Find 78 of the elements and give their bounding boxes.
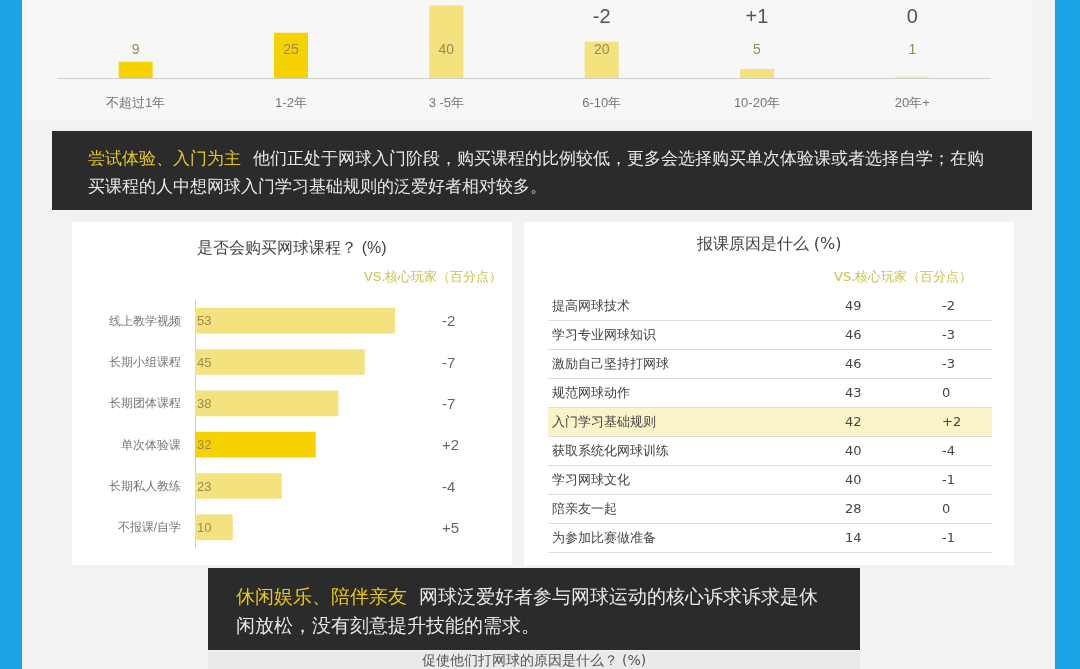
data-label: 20 xyxy=(593,41,610,57)
text: VS.核心玩家（百分点） xyxy=(364,269,503,284)
text: -7 xyxy=(442,353,456,371)
x-tick-label: 10-20年 xyxy=(733,95,781,110)
category-label: 规范网球动作 xyxy=(552,384,630,402)
bar xyxy=(195,390,339,417)
bar xyxy=(429,5,464,78)
text: +5 xyxy=(442,518,460,536)
bar xyxy=(195,307,395,334)
y-tick-label: 不报课/自学 xyxy=(117,520,181,535)
data-label: 32 xyxy=(197,437,212,453)
bar xyxy=(584,41,619,78)
data-label: 42 xyxy=(845,413,862,431)
text: 报课原因是什么 (%) xyxy=(695,234,843,255)
x-tick-label: 20年+ xyxy=(894,95,930,110)
data-label: 1 xyxy=(908,41,917,57)
bar xyxy=(195,431,316,458)
data-label: 43 xyxy=(845,384,862,402)
category-label: 为参加比赛做准备 xyxy=(552,529,656,547)
bar xyxy=(195,514,233,541)
data-label: 23 xyxy=(197,478,212,494)
y-tick-label: 单次体验课 xyxy=(121,437,181,452)
category-label: 陪亲友一起 xyxy=(552,500,617,518)
annotation: -2 xyxy=(592,5,611,27)
x-tick-label: 1-2年 xyxy=(275,95,307,110)
category-label: 激励自己坚持打网球 xyxy=(552,355,669,373)
bar xyxy=(740,68,774,78)
data-label: 40 xyxy=(845,471,862,489)
x-tick-label: 3 -5年 xyxy=(428,95,465,110)
data-label: 10 xyxy=(197,519,212,535)
bar xyxy=(118,61,153,78)
annotation: +1 xyxy=(745,5,769,27)
data-label: 5 xyxy=(753,41,762,57)
text: +2 xyxy=(442,436,460,454)
data-label: 53 xyxy=(197,313,212,329)
chart-title: 是否会购买网球课程？ (%) xyxy=(197,238,387,256)
text: VS.核心玩家（百分点） xyxy=(834,268,973,286)
category-label: 提高网球技术 xyxy=(552,297,630,315)
x-tick-label: 6-10年 xyxy=(582,95,622,110)
text: 促使他们打网球的原因是什么？ (%) xyxy=(208,651,860,669)
bar xyxy=(274,32,308,78)
category-label: 入门学习基础规则 xyxy=(552,413,656,431)
x-tick-label: 不超过1年 xyxy=(106,95,166,110)
data-label: 38 xyxy=(197,395,212,411)
data-label: 46 xyxy=(845,355,862,373)
text: -2 xyxy=(442,312,456,330)
text: -3 xyxy=(942,326,955,344)
annotation: 0 xyxy=(906,5,918,27)
text: -7 xyxy=(442,394,456,412)
data-label: 25 xyxy=(283,41,299,57)
text: -4 xyxy=(942,442,955,460)
data-label: 40 xyxy=(845,442,862,460)
data-label: 49 xyxy=(845,297,862,315)
text: -3 xyxy=(942,355,955,373)
y-tick-label: 长期小组课程 xyxy=(109,355,181,369)
category-label: 获取系统化网球训练 xyxy=(552,442,669,460)
text: -1 xyxy=(942,529,955,547)
text: 尝试体验、入门为主 xyxy=(88,148,241,168)
bar xyxy=(195,473,282,499)
text: -2 xyxy=(942,297,955,315)
data-label: 9 xyxy=(131,41,140,57)
text: 0 xyxy=(942,500,951,518)
bar xyxy=(195,349,365,375)
y-tick-label: 线上教学视频 xyxy=(109,313,181,328)
data-label: 14 xyxy=(845,529,862,547)
text: +2 xyxy=(942,413,962,431)
text: -1 xyxy=(942,471,955,489)
data-label: 40 xyxy=(438,41,455,57)
data-label: 45 xyxy=(197,354,212,370)
category-label: 学习专业网球知识 xyxy=(552,326,656,344)
y-tick-label: 长期团体课程 xyxy=(109,396,181,411)
data-label: 46 xyxy=(845,326,862,344)
data-label: 28 xyxy=(845,500,862,518)
category-label: 学习网球文化 xyxy=(552,471,630,489)
y-tick-label: 长期私人教练 xyxy=(109,479,181,493)
text: 休闲娱乐、陪伴亲友 xyxy=(236,585,407,607)
text: -4 xyxy=(442,477,456,495)
text: 0 xyxy=(942,384,951,402)
